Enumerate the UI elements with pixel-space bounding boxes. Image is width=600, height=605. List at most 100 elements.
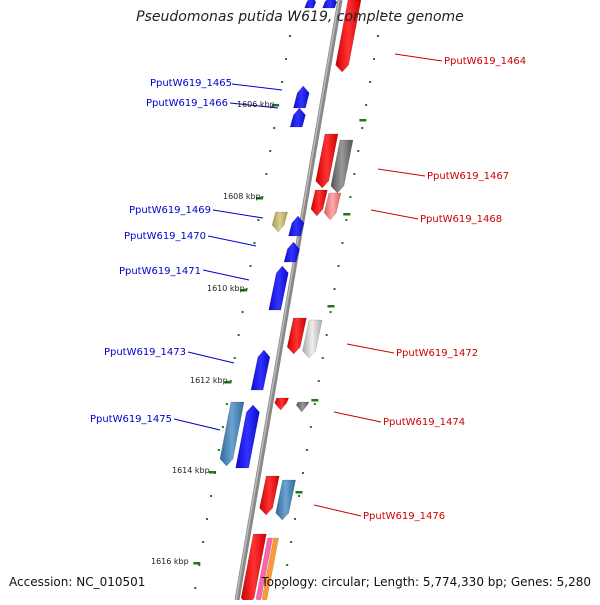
callout-1475 (173, 418, 221, 431)
gene-label-1466[interactable]: PputW619_1466 (146, 98, 228, 109)
callout-1476 (313, 504, 362, 517)
callout-1472 (346, 343, 395, 354)
scale-ticks (193, 104, 367, 565)
gene-label-1472[interactable]: PputW619_1472 (396, 348, 478, 359)
scale-label-1616: 1616 kbp (151, 557, 189, 566)
gene-label-1467[interactable]: PputW619_1467 (427, 171, 509, 182)
scale-dot (210, 495, 213, 497)
scale-dot (253, 242, 256, 244)
scale-dot (206, 518, 209, 520)
gene-1467b (330, 139, 354, 194)
callout-1464 (394, 53, 443, 62)
callout-1474 (333, 411, 382, 423)
gene-1476b (275, 479, 296, 521)
scale-dot (237, 334, 240, 336)
gene-1475 (235, 404, 260, 469)
scale-dot (217, 449, 220, 451)
gene-1467 (315, 133, 339, 189)
scale-dot (273, 127, 276, 129)
scale-dot (369, 81, 372, 83)
gene-label-1474[interactable]: PputW619_1474 (383, 417, 465, 428)
gene-1468b (323, 192, 342, 221)
gene-label-1465[interactable]: PputW619_1465 (150, 78, 232, 89)
gene-label-1470[interactable]: PputW619_1470 (124, 231, 206, 242)
callout-1469 (212, 209, 264, 219)
scale-dot (288, 35, 291, 37)
gene-features (219, 0, 362, 605)
scale-dot (313, 403, 316, 405)
scale-dot (365, 104, 368, 106)
genome-title: Pseudomonas putida W619, complete genome (136, 9, 464, 25)
scale-dot (294, 518, 297, 520)
scale-dot (317, 380, 320, 382)
kbp-tick (224, 381, 232, 384)
scale-dot (353, 173, 356, 175)
kbp-tick (256, 197, 264, 200)
gene-label-1476[interactable]: PputW619_1476 (363, 511, 445, 522)
kbp-tick (311, 399, 319, 402)
gene-label-1464[interactable]: PputW619_1464 (444, 56, 526, 67)
scale-dot (257, 219, 260, 221)
kbp-tick (327, 305, 335, 308)
kbp-tick (208, 471, 216, 474)
gene-label-1471[interactable]: PputW619_1471 (119, 266, 201, 277)
scale-dot (376, 35, 379, 37)
gene-1474b (295, 401, 310, 413)
gene-label-1473[interactable]: PputW619_1473 (104, 347, 186, 358)
kbp-tick (295, 491, 303, 494)
scale-dot (305, 449, 308, 451)
scale-dot (265, 173, 268, 175)
gene-1474 (274, 397, 290, 411)
gene-callouts (173, 53, 443, 517)
gene-1469 (271, 211, 288, 233)
scale-dot (298, 495, 301, 497)
callout-1473 (187, 351, 235, 364)
scale-dot (269, 150, 272, 152)
gene-top-blue-a (304, 0, 317, 9)
gene-label-1469[interactable]: PputW619_1469 (129, 205, 211, 216)
scale-dot (325, 334, 328, 336)
gene-1466 (289, 107, 306, 128)
scale-dot (357, 150, 360, 152)
scale-dot (361, 127, 364, 129)
genome-backbone (234, 0, 343, 601)
scale-dot (198, 564, 201, 566)
gene-1472 (286, 317, 307, 355)
accession-text: Accession: NC_010501 (9, 575, 146, 589)
gene-1464 (335, 0, 362, 73)
gene-1470 (288, 215, 305, 237)
gene-label-1468[interactable]: PputW619_1468 (420, 214, 502, 225)
scale-dot (290, 541, 293, 543)
scale-dot (241, 311, 244, 313)
gene-1476 (259, 475, 280, 516)
scale-dot (337, 265, 340, 267)
scale-label-1606: 1606 kbp (237, 100, 275, 109)
scale-dot (282, 587, 285, 589)
kbp-tick (359, 119, 367, 122)
scale-label-1612: 1612 kbp (190, 376, 228, 385)
scale-dot (321, 357, 324, 359)
callout-1470 (207, 235, 257, 247)
callout-1465 (231, 83, 283, 91)
scale-dot (345, 219, 348, 221)
scale-dot (301, 472, 304, 474)
scale-dot (333, 288, 336, 290)
scale-dot (329, 311, 332, 313)
kbp-tick (240, 289, 248, 292)
gene-1471 (268, 265, 289, 311)
scale-dot (202, 541, 205, 543)
kbp-tick (343, 213, 351, 216)
scale-dot (249, 265, 252, 267)
scale-label-1614: 1614 kbp (172, 466, 210, 475)
gene-label-1475[interactable]: PputW619_1475 (90, 414, 172, 425)
scale-dot (285, 58, 288, 60)
scale-dot (194, 587, 197, 589)
scale-dot (286, 564, 289, 566)
genome-backbone-highlight (235, 0, 340, 601)
gene-1471a (283, 241, 300, 263)
gene-top-blue-b (322, 0, 338, 9)
scale-dot (380, 12, 383, 14)
callout-1468 (370, 209, 419, 220)
